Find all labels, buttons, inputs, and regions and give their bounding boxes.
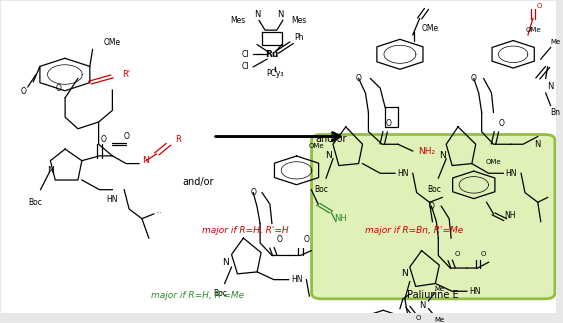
Text: O: O [277, 235, 283, 245]
Text: HN: HN [469, 287, 480, 296]
Text: OMe: OMe [104, 38, 121, 47]
Text: O: O [123, 132, 129, 141]
Text: and/or: and/or [182, 177, 214, 187]
Text: O: O [428, 202, 435, 211]
Text: HN: HN [106, 195, 118, 204]
Text: OMe: OMe [309, 143, 324, 149]
Text: and/or: and/or [315, 134, 347, 143]
Text: Me: Me [551, 39, 561, 45]
Text: N: N [254, 10, 260, 19]
Text: PCy₃: PCy₃ [266, 69, 284, 78]
Text: N: N [547, 82, 554, 91]
Text: O: O [481, 251, 486, 256]
Text: NH: NH [504, 211, 516, 220]
Text: O: O [537, 3, 542, 9]
Text: O: O [55, 84, 61, 93]
Text: O: O [101, 135, 106, 144]
Text: R: R [176, 135, 181, 144]
Text: N: N [222, 258, 229, 267]
Text: N: N [325, 151, 332, 160]
Text: Paliurine E: Paliurine E [406, 290, 458, 300]
Text: Mes: Mes [291, 16, 306, 25]
Text: O: O [303, 235, 309, 245]
Text: Ru: Ru [265, 50, 279, 59]
Text: O: O [471, 74, 477, 83]
Text: N: N [47, 166, 53, 175]
Text: OMe: OMe [525, 27, 541, 33]
Text: O: O [416, 315, 421, 321]
Text: Mes: Mes [230, 16, 245, 25]
Text: major if R=H, R'=Me: major if R=H, R'=Me [151, 291, 244, 300]
Text: NH₂: NH₂ [418, 147, 435, 155]
Text: N: N [401, 269, 408, 278]
Text: major if R=Bn, R'=Me: major if R=Bn, R'=Me [365, 226, 463, 235]
Text: N: N [278, 10, 284, 19]
Text: ...: ... [156, 209, 161, 214]
Text: major if R=H, R'=H: major if R=H, R'=H [202, 226, 288, 235]
Text: Cl: Cl [242, 62, 249, 71]
Text: Cl: Cl [242, 50, 249, 59]
Text: N: N [439, 151, 446, 160]
Text: N: N [419, 301, 426, 310]
Text: Bn: Bn [551, 108, 561, 117]
Text: O: O [454, 251, 460, 256]
Text: Ph: Ph [295, 33, 304, 42]
Text: HN: HN [397, 169, 409, 178]
Text: N: N [535, 140, 541, 149]
Text: HN: HN [506, 169, 517, 178]
Text: O: O [356, 74, 361, 83]
Text: HN: HN [291, 275, 302, 284]
FancyBboxPatch shape [311, 134, 555, 299]
Text: N: N [142, 156, 149, 165]
Text: O: O [21, 87, 27, 96]
Text: R': R' [122, 70, 130, 79]
Text: Boc: Boc [427, 185, 441, 194]
Text: O: O [385, 120, 391, 129]
Text: O: O [251, 188, 256, 197]
Text: Boc: Boc [314, 185, 328, 194]
Text: Me: Me [434, 317, 444, 323]
Text: Me: Me [434, 286, 444, 292]
Text: Boc: Boc [29, 198, 43, 207]
Text: NH: NH [334, 214, 347, 223]
Text: O: O [498, 120, 504, 129]
Text: OMe: OMe [486, 159, 502, 165]
Text: Boc: Boc [213, 289, 227, 298]
Text: OMe: OMe [422, 24, 439, 33]
